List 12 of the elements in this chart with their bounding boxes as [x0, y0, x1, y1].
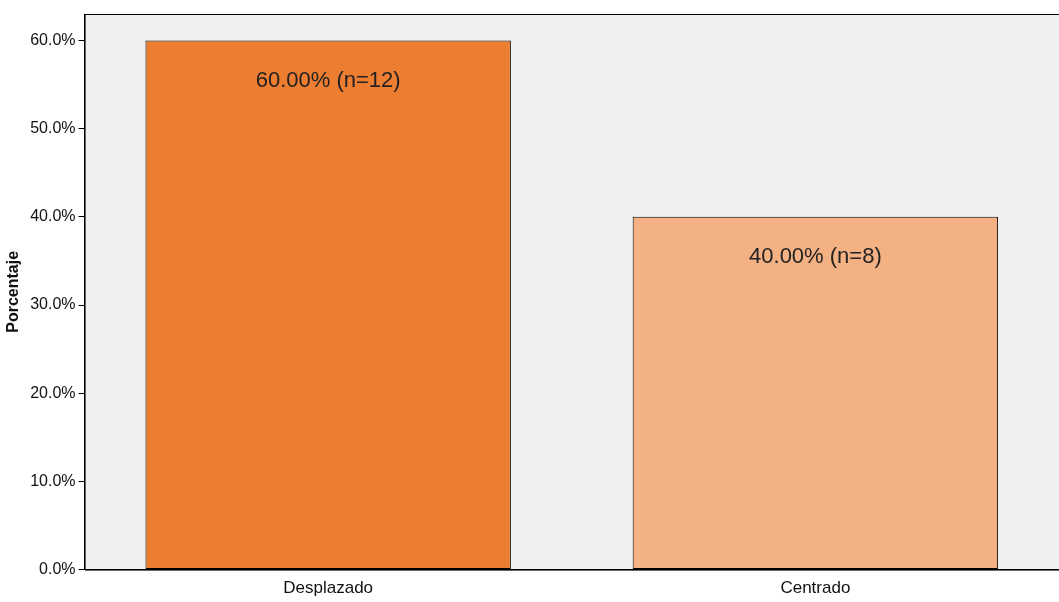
y-tick-label: 0.0% — [39, 560, 76, 578]
x-tick-label: Centrado — [780, 578, 851, 598]
y-axis-title: Porcentaje — [4, 250, 22, 333]
y-tick-label: 40.0% — [30, 207, 76, 225]
y-tick-label: 50.0% — [30, 119, 76, 137]
y-tick-label: 20.0% — [30, 383, 76, 401]
data-label: 60.00% (n=12) — [255, 66, 401, 92]
y-tick-label: 30.0% — [30, 295, 76, 313]
data-label: 40.00% (n=8) — [749, 242, 882, 268]
x-tick-label: Desplazado — [283, 578, 374, 598]
y-tick-label: 10.0% — [30, 471, 76, 489]
y-tick-label: 60.0% — [30, 30, 76, 48]
